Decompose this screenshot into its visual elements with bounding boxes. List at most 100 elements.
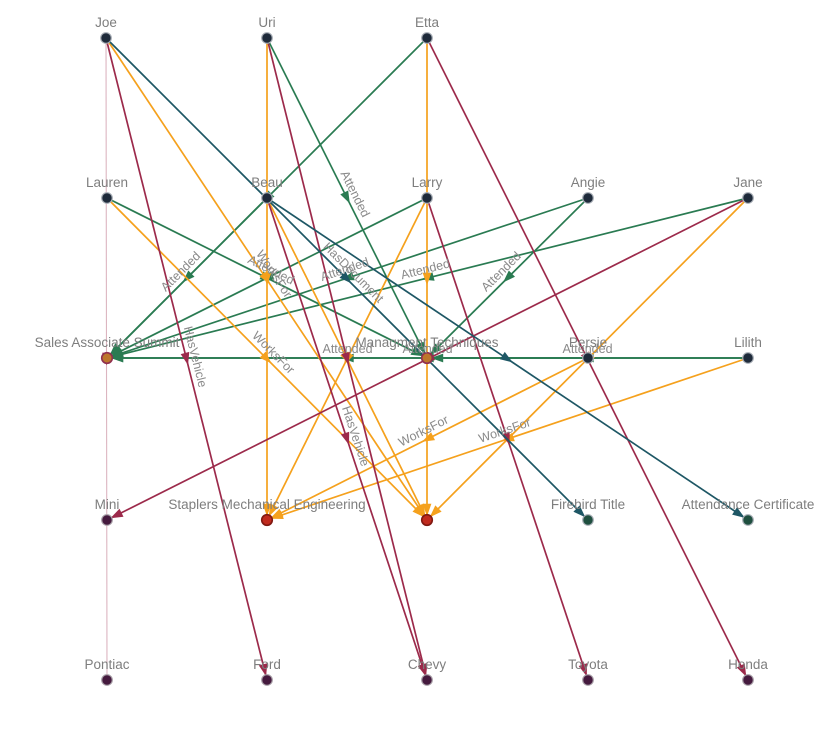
node-label-joe: Joe (95, 15, 117, 30)
end-arrow-icon (410, 346, 424, 357)
mid-arrow-icon (180, 351, 190, 365)
edge-beau-attcert (266, 197, 749, 521)
edge-label-attended: Attended (478, 249, 523, 294)
edge-joe-ford (105, 37, 268, 681)
node-persie[interactable] (582, 352, 594, 364)
node-group-honda (742, 674, 754, 686)
mid-arrow-icon (340, 431, 350, 445)
end-arrow-icon (258, 663, 268, 677)
node-company2[interactable] (420, 513, 434, 527)
node-joe[interactable] (100, 32, 112, 44)
node-group-beau (261, 192, 273, 204)
node-beau[interactable] (261, 192, 273, 204)
node-label-pontiac: Pontiac (84, 657, 129, 672)
node-label-managment: Managment Techniques (355, 335, 498, 350)
end-arrow-icon (262, 503, 272, 517)
end-arrow-icon (412, 505, 425, 518)
node-label-persie: Persie (569, 335, 607, 350)
node-group-firebird (582, 514, 594, 526)
mid-arrow-icon (259, 271, 270, 285)
node-group-managment (420, 351, 434, 365)
mid-arrow-icon (499, 351, 513, 363)
edge-joe-firebird (105, 37, 589, 521)
node-label-lauren: Lauren (86, 175, 128, 190)
node-group-uri (261, 32, 273, 44)
node-label-lilith: Lilith (734, 335, 762, 350)
end-arrow-icon (732, 507, 745, 518)
node-chevy[interactable] (421, 674, 433, 686)
node-group-chevy (421, 674, 433, 686)
edge-label-attended: Attended (402, 342, 452, 356)
node-sas[interactable] (100, 351, 114, 365)
node-lauren[interactable] (101, 192, 113, 204)
end-arrow-icon (578, 663, 587, 677)
edge-label-attended: Attended (322, 342, 372, 356)
mid-arrow-icon (259, 351, 272, 364)
node-label-attcert: Attendance Certificate (682, 497, 815, 512)
node-label-staplers: Staplers Mechanical Engineering (168, 497, 365, 512)
node-group-jane (742, 192, 754, 204)
end-arrow-icon (430, 353, 444, 363)
node-group-mini (101, 514, 113, 526)
node-larry[interactable] (421, 192, 433, 204)
edge-label-attended: Attended (562, 342, 612, 356)
end-arrow-icon (429, 505, 442, 518)
node-label-larry: Larry (412, 175, 443, 190)
mid-arrow-icon (422, 432, 435, 442)
node-group-etta (421, 32, 433, 44)
edge-label-worksfor: WorksFor (249, 329, 297, 377)
edge-etta-company2 (422, 38, 432, 520)
node-label-firebird: Firebird Title (551, 497, 625, 512)
node-managment[interactable] (420, 351, 434, 365)
end-arrow-icon (429, 343, 442, 356)
node-group-ford (261, 674, 273, 686)
node-label-mini: Mini (95, 497, 120, 512)
edge-beau-chevy (266, 197, 428, 681)
node-group-toyota (582, 674, 594, 686)
node-label-uri: Uri (258, 15, 275, 30)
end-arrow-icon (110, 508, 124, 519)
end-arrow-icon (573, 505, 586, 518)
edge-uri-managment (266, 37, 428, 359)
node-label-beau: Beau (251, 175, 283, 190)
end-arrow-icon (415, 503, 426, 517)
node-jane[interactable] (742, 192, 754, 204)
node-staplers[interactable] (260, 513, 274, 527)
node-group-sas (100, 351, 114, 365)
node-label-chevy: Chevy (408, 657, 447, 672)
mid-arrow-icon (503, 270, 515, 283)
node-group-pontiac (101, 674, 113, 686)
node-firebird[interactable] (582, 514, 594, 526)
node-uri[interactable] (261, 32, 273, 44)
end-arrow-icon (415, 341, 426, 355)
node-honda[interactable] (742, 674, 754, 686)
end-arrow-icon (268, 503, 279, 517)
node-etta[interactable] (421, 32, 433, 44)
node-attcert[interactable] (742, 514, 754, 526)
node-label-jane: Jane (733, 175, 762, 190)
node-group-persie (582, 352, 594, 364)
end-arrow-icon (110, 353, 124, 363)
node-group-attcert (742, 514, 754, 526)
node-group-company2 (420, 513, 434, 527)
end-arrow-icon (417, 663, 427, 677)
mid-arrow-icon (339, 271, 352, 284)
node-group-lauren (101, 192, 113, 204)
node-angie[interactable] (582, 192, 594, 204)
mid-arrow-icon (182, 270, 195, 283)
node-mini[interactable] (101, 514, 113, 526)
end-arrow-icon (736, 663, 747, 677)
node-label-etta: Etta (415, 15, 440, 30)
node-pontiac[interactable] (101, 674, 113, 686)
node-toyota[interactable] (582, 674, 594, 686)
node-ford[interactable] (261, 674, 273, 686)
mid-arrow-icon (422, 272, 432, 286)
node-label-angie: Angie (571, 175, 606, 190)
node-group-joe (100, 32, 112, 44)
node-label-toyota: Toyota (568, 657, 608, 672)
node-layer (100, 32, 754, 686)
node-lilith[interactable] (742, 352, 754, 364)
